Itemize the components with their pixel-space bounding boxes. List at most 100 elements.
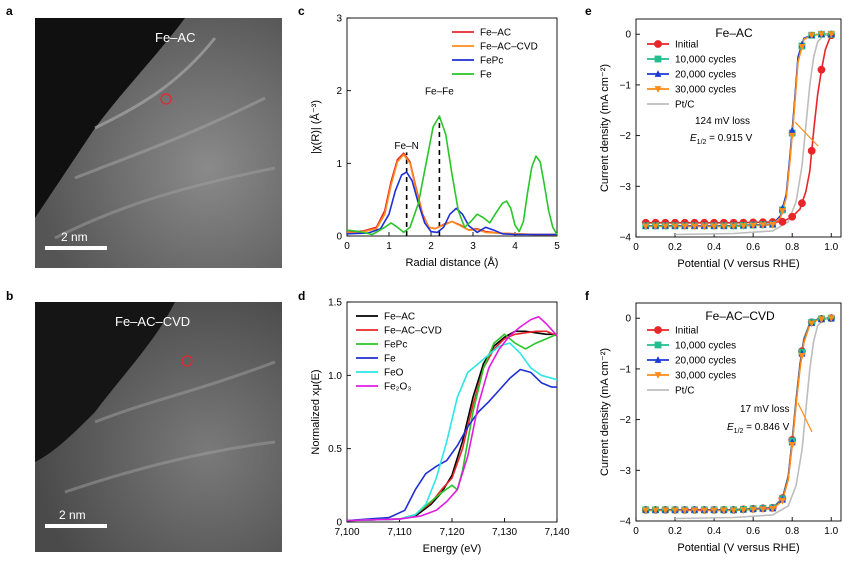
series-marker [661, 507, 669, 515]
x-tick-label: 7,100 [334, 527, 359, 538]
y-tick-label: −2 [620, 131, 632, 142]
series-line [346, 171, 557, 236]
plot-frame [346, 301, 558, 523]
x-tick-label: 0.8 [785, 242, 799, 253]
panel-letter-a: a [6, 4, 13, 18]
y-tick-label: 0.5 [328, 444, 342, 455]
e-half-annotation: E1/2 = 0.915 V [690, 133, 753, 146]
series-marker [798, 199, 806, 208]
x-tick-label: 7,140 [544, 527, 569, 538]
x-tick-label: 7,120 [439, 527, 464, 538]
series-line [645, 34, 832, 224]
series-marker [691, 507, 698, 515]
legend-label: Initial [675, 326, 698, 337]
x-tick-label: 1 [386, 241, 392, 252]
series-marker [671, 223, 679, 231]
y-tick-label: 1.0 [328, 371, 342, 382]
series-marker [808, 32, 816, 40]
x-axis-label: Potential (V versus RHE) [677, 258, 799, 270]
x-axis-label: Radial distance (Å) [406, 256, 499, 269]
series-marker [661, 223, 669, 231]
series-marker [759, 506, 767, 514]
e-half-annotation: E1/2 = 0.846 V [727, 422, 790, 435]
plot-frame [635, 18, 842, 238]
x-tick-label: 0.2 [668, 526, 682, 537]
y-tick-label: 1 [336, 159, 342, 170]
peak-annotation: Fe–Fe [425, 86, 454, 97]
x-tick-label: 0.8 [785, 526, 799, 537]
legend-label: FeO [384, 368, 404, 379]
x-axis-label: Energy (eV) [423, 543, 482, 555]
x-tick-label: 5 [554, 241, 560, 252]
x-tick-label: 0.4 [707, 242, 721, 253]
y-tick-label: −1 [620, 80, 632, 91]
series-marker [710, 507, 718, 515]
x-tick-label: 1.0 [824, 526, 838, 537]
legend-label: Pt/C [675, 100, 694, 111]
panel-letter-d: d [298, 289, 306, 303]
series-marker [788, 442, 796, 449]
x-tick-label: 7,110 [387, 527, 412, 538]
chart-d: 7,100 7,110 7,120 7,130 7,140 0 0.5 1.0 1.5 Energ… [310, 298, 570, 556]
series-line [346, 115, 558, 236]
legend-label: 30,000 cycles [675, 371, 736, 382]
legend-label: FePc [480, 56, 503, 67]
series-marker [779, 208, 786, 215]
series-line [674, 317, 832, 520]
y-axis-label: |χ(R)| (Å⁻³) [309, 100, 322, 154]
y-tick-label: −1 [620, 364, 632, 375]
x-axis-label: Potential (V versus RHE) [677, 542, 799, 554]
series-marker [710, 223, 718, 231]
series-marker [817, 65, 826, 74]
chart-c: 0 1 2 3 4 5 0 1 2 3 Radial distance (Å) |χ(R)| (Å⁻³… [309, 14, 560, 270]
micrograph-image [35, 302, 282, 552]
scale-bar-label: 2 nm [61, 230, 88, 244]
legend-label: Fe₂O₃ [384, 382, 411, 393]
chart-f: 0 0.2 0.4 0.6 0.8 1.0 0 −1 −2 −3 −4 Potential (V ve… [599, 302, 842, 554]
micrograph-label: Fe–AC–CVD [115, 314, 191, 329]
x-tick-label: 2 [428, 241, 434, 252]
y-tick-label: 2 [336, 86, 342, 97]
series-marker [642, 223, 650, 231]
chart-title: Fe–AC–CVD [705, 309, 775, 323]
x-tick-label: 1.0 [824, 242, 838, 253]
legend-label: Fe–AC [384, 312, 415, 323]
legend-label: 10,000 cycles [675, 341, 736, 352]
series-marker [700, 507, 708, 515]
legend-marker [654, 55, 662, 63]
x-tick-label: 7,130 [492, 527, 517, 538]
series-marker [749, 506, 757, 514]
y-tick-label: −3 [620, 466, 632, 477]
loss-arrow [794, 121, 819, 147]
loss-arrow [797, 402, 813, 433]
series-marker [739, 223, 747, 230]
loss-annotation: 17 mV loss [740, 404, 789, 415]
series-line [346, 315, 558, 522]
y-tick-label: 1.5 [328, 298, 342, 309]
legend-marker [654, 326, 662, 334]
legend-label: Fe–AC–CVD [384, 326, 442, 337]
series-marker [671, 507, 679, 515]
series-marker [827, 315, 835, 323]
y-axis-label: Normalized xμ(E) [310, 369, 322, 454]
panel-letter-f: f [585, 289, 589, 303]
series-marker [691, 223, 698, 231]
series-marker [652, 223, 659, 231]
series-marker [681, 507, 689, 515]
micrograph-label: Fe–AC [155, 30, 196, 45]
legend-label: Fe [480, 70, 492, 81]
legend-label: 20,000 cycles [675, 356, 736, 367]
y-tick-label: 3 [336, 14, 342, 25]
legend-label: 30,000 cycles [675, 85, 736, 96]
series-marker [788, 212, 797, 221]
series-line [346, 342, 558, 522]
legend-marker [654, 40, 662, 48]
panel-letter-c: c [298, 4, 305, 18]
loss-annotation: 124 mV loss [695, 116, 750, 127]
y-tick-label: 0 [336, 518, 342, 529]
legend-label: Fe–AC [480, 28, 511, 39]
series-marker [700, 223, 708, 231]
scale-bar-label: 2 nm [59, 508, 86, 522]
series-marker [827, 31, 835, 39]
panel-letter-e: e [585, 4, 592, 18]
